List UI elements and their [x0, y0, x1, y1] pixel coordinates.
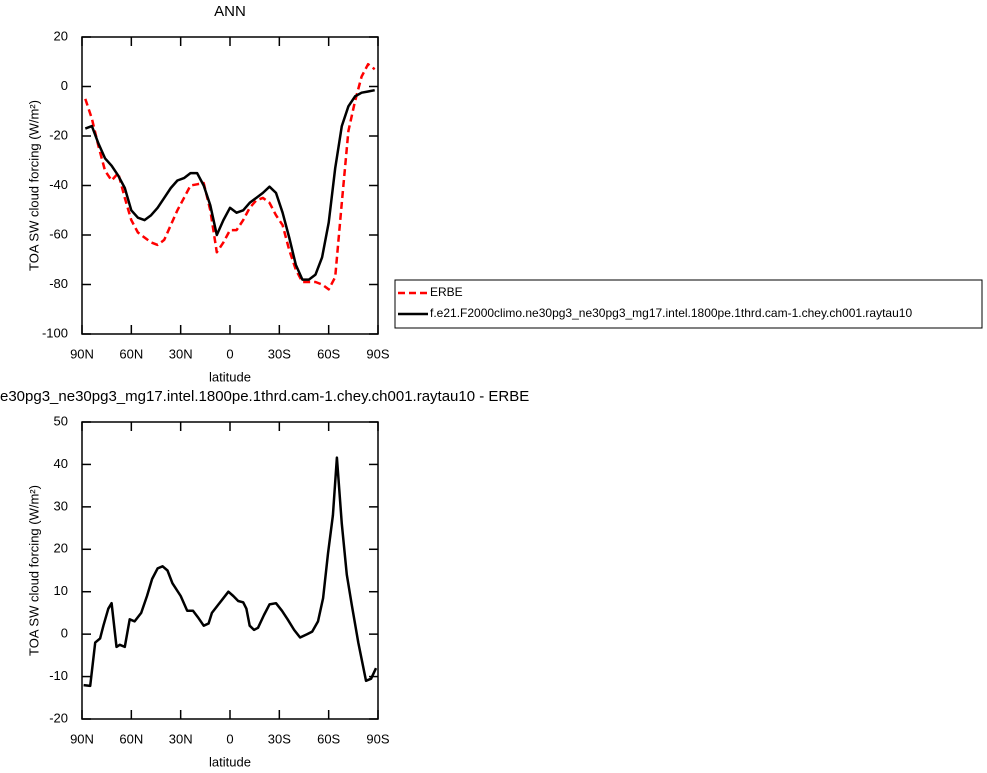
y-tick-label: 50	[54, 413, 68, 428]
y-axis-label: TOA SW cloud forcing (W/m²)	[26, 485, 41, 656]
y-tick-label: 20	[54, 28, 68, 43]
plot-frame	[81, 421, 379, 720]
x-tick-label: 60N	[119, 731, 143, 746]
y-tick-label: -20	[49, 127, 68, 142]
x-tick-label: 60N	[119, 346, 143, 361]
x-tick-label: 30N	[169, 731, 193, 746]
x-tick-label: 90S	[366, 731, 389, 746]
x-tick-label: 30S	[268, 731, 291, 746]
chart-title: e30pg3_ne30pg3_mg17.intel.1800pe.1thrd.c…	[0, 388, 529, 405]
y-tick-label: 30	[54, 498, 68, 513]
y-tick-label: -20	[49, 710, 68, 725]
y-tick-label: -100	[42, 325, 68, 340]
legend-label: ERBE	[430, 285, 463, 299]
plot-frame	[81, 36, 379, 335]
x-tick-label: 30N	[169, 346, 193, 361]
y-tick-label: -40	[49, 177, 68, 192]
legend-label: f.e21.F2000climo.ne30pg3_ne30pg3_mg17.in…	[430, 306, 912, 320]
x-tick-label: 90N	[70, 731, 94, 746]
x-tick-label: 0	[226, 346, 233, 361]
x-tick-label: 30S	[268, 346, 291, 361]
series-line	[83, 456, 378, 688]
y-tick-label: 10	[54, 583, 68, 598]
y-tick-label: 0	[61, 78, 68, 93]
x-axis-label: latitude	[209, 754, 251, 769]
y-tick-label: -80	[49, 276, 68, 291]
x-tick-label: 60S	[317, 731, 340, 746]
series-line	[84, 88, 375, 281]
y-tick-label: 40	[54, 456, 68, 471]
x-axis-label: latitude	[209, 369, 251, 384]
y-tick-label: -10	[49, 668, 68, 683]
x-tick-label: 0	[226, 731, 233, 746]
x-tick-label: 60S	[317, 346, 340, 361]
series-line	[84, 62, 376, 291]
x-tick-label: 90S	[366, 346, 389, 361]
x-tick-label: 90N	[70, 346, 94, 361]
chart-title: ANN	[214, 3, 246, 20]
y-tick-label: 20	[54, 541, 68, 556]
y-tick-label: -60	[49, 226, 68, 241]
y-tick-label: 0	[61, 626, 68, 641]
legend-box	[394, 279, 983, 329]
y-axis-label: TOA SW cloud forcing (W/m²)	[26, 100, 41, 271]
